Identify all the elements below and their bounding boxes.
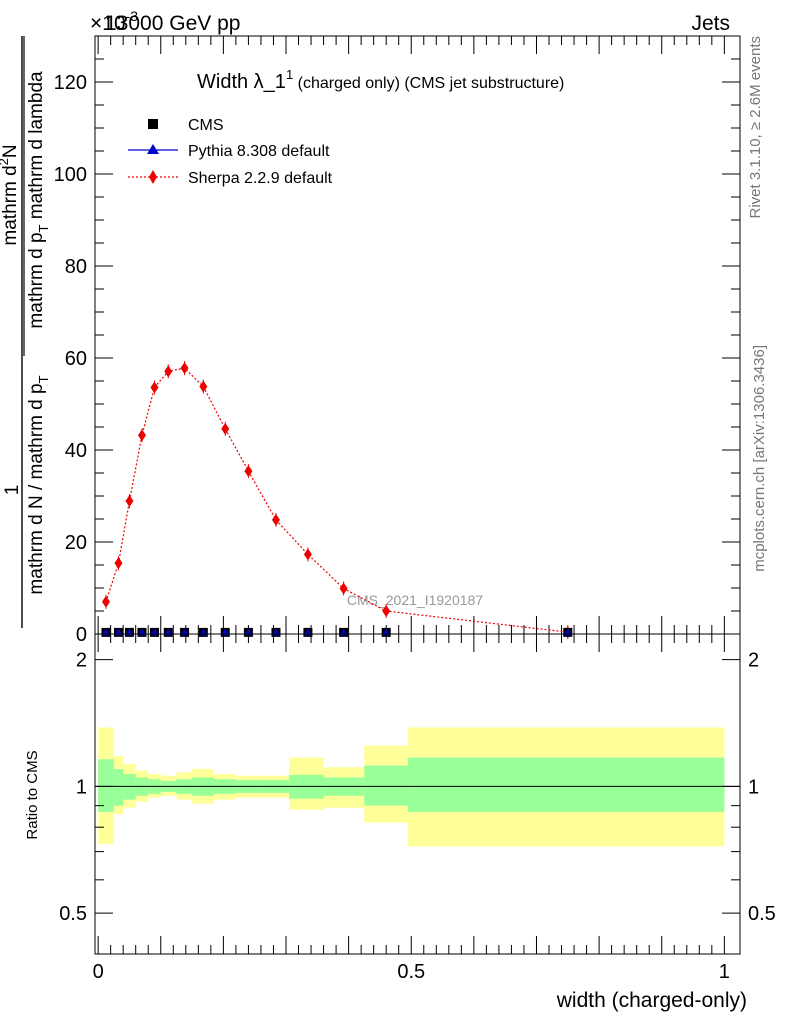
ylabel-denominator: mathrm d N / mathrm d pT <box>26 375 51 594</box>
legend-cms-marker <box>148 119 158 129</box>
ratio-y-tick-label-right: 1 <box>748 776 759 798</box>
ylabel-lower: mathrm d pT mathrm d lambda <box>26 71 51 329</box>
exponent-label: ×10-3 <box>90 8 138 35</box>
sherpa-point <box>114 557 123 570</box>
legend-sherpa-marker <box>149 170 157 184</box>
sherpa-point <box>382 605 391 617</box>
sherpa-point <box>271 513 280 526</box>
main-plot: 0 20 40 60 80 100 120 CMS_2021_I1920187 Width … <box>54 35 741 646</box>
ratio-plot-frame <box>94 633 741 955</box>
sherpa-point <box>303 548 312 561</box>
y-tick-label: 60 <box>65 348 87 370</box>
ratio-bands <box>95 727 740 847</box>
rivet-label: Rivet 3.1.10, ≥ 2.6M events <box>747 36 764 219</box>
x-tick-label: 0.5 <box>397 961 425 983</box>
sherpa-line <box>105 367 568 633</box>
ratio-y-tick-label: 1 <box>76 776 87 798</box>
sherpa-point <box>221 422 230 435</box>
main-ylabel: 1 mathrm d N / mathrm d pT mathrm d2N ma… <box>0 36 51 628</box>
x-tick-label: 0 <box>93 961 104 983</box>
legend-label: CMS <box>188 117 224 134</box>
sherpa-point <box>244 465 253 478</box>
sherpa-point <box>199 380 208 393</box>
sherpa-point <box>137 429 146 442</box>
legend-label: Pythia 8.308 default <box>188 143 330 160</box>
ratio-plot: 0.5 0.5 1 1 2 2 0 0.5 1 Ratio to CMS width (char… <box>24 633 776 1012</box>
main-axis-ticks: 0 20 40 60 80 100 120 <box>54 35 740 646</box>
x-tick-label: 1 <box>719 961 730 983</box>
watermark: CMS_2021_I1920187 <box>347 592 483 608</box>
y-tick-label: 20 <box>65 532 87 554</box>
ratio-axis-ticks: 0.5 0.5 1 1 2 2 0 0.5 1 <box>59 634 776 983</box>
stat-uncertainty-band <box>98 759 114 812</box>
ratio-y-tick-label: 2 <box>76 650 87 672</box>
ratio-y-tick-label: 0.5 <box>59 903 87 925</box>
energy-label: 13000 GeV pp <box>105 12 240 35</box>
mcplots-label: mcplots.cern.ch [arXiv:1306.3436] <box>751 345 768 572</box>
legend-label: Sherpa 2.2.9 default <box>188 170 333 187</box>
stat-uncertainty-band <box>364 765 409 806</box>
process-label: Jets <box>691 12 730 35</box>
ratio-y-tick-label-right: 2 <box>748 650 759 672</box>
sherpa-point <box>150 381 159 394</box>
legend-pythia-marker <box>147 144 159 154</box>
ylabel-numerator: mathrm d2N <box>0 144 21 245</box>
sherpa-point <box>125 495 134 508</box>
ratio-y-tick-label-right: 0.5 <box>748 903 776 925</box>
y-tick-label: 0 <box>76 624 87 646</box>
stat-uncertainty-band <box>113 768 124 806</box>
y-tick-label: 80 <box>65 256 87 278</box>
xlabel: width (charged-only) <box>556 989 747 1012</box>
y-tick-label: 40 <box>65 440 87 462</box>
sherpa-point <box>180 362 189 375</box>
legend: CMS Pythia 8.308 default Sherpa 2.2.9 defa… <box>128 117 333 187</box>
y-tick-label: 120 <box>54 72 87 94</box>
sherpa-point <box>339 582 348 595</box>
ratio-ylabel: Ratio to CMS <box>24 750 41 839</box>
cms-series <box>101 627 573 637</box>
sherpa-series <box>101 361 572 640</box>
sherpa-point <box>101 595 110 608</box>
ylabel-one: 1 <box>2 485 23 496</box>
stat-uncertainty-band <box>408 757 725 812</box>
y-tick-label: 100 <box>54 164 87 186</box>
sherpa-point <box>164 365 173 378</box>
main-title: Width λ_11 (charged only) (CMS jet subst… <box>197 67 564 93</box>
